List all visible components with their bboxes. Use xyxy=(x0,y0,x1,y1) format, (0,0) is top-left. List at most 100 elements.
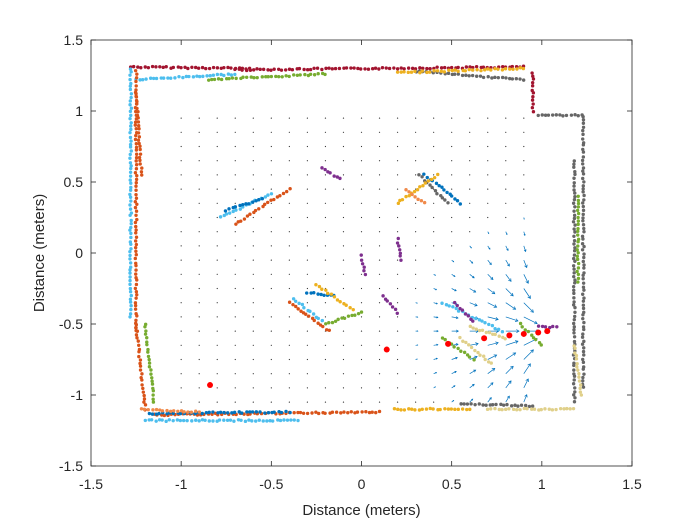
quiver-arrow xyxy=(487,302,497,308)
scan-point xyxy=(428,66,432,71)
y-axis-label: Distance (meters) xyxy=(31,194,48,312)
scan-point xyxy=(580,241,585,246)
quiver-dot xyxy=(378,245,381,247)
y-tick-label: 1.5 xyxy=(64,32,84,48)
quiver-dot xyxy=(378,231,381,233)
scan-point xyxy=(240,411,244,415)
scan-point xyxy=(513,403,517,407)
scan-point xyxy=(487,330,492,335)
scan-point xyxy=(303,72,307,77)
quiver-dot xyxy=(523,174,525,176)
scan-point xyxy=(290,68,295,72)
quiver-arrowhead xyxy=(436,343,439,346)
scan-point xyxy=(412,189,417,194)
scan-point xyxy=(400,197,405,202)
scan-point xyxy=(572,242,576,246)
scan-point xyxy=(297,301,301,306)
quiver-dot xyxy=(234,344,236,346)
scan-point xyxy=(320,166,324,170)
scan-point xyxy=(581,166,586,170)
quiver-dot xyxy=(360,216,363,219)
scan-point xyxy=(242,217,247,221)
scan-point xyxy=(134,84,138,88)
quiver-arrowhead xyxy=(510,365,514,370)
scan-point xyxy=(128,116,132,121)
quiver-dot xyxy=(396,231,399,233)
scan-point xyxy=(269,74,274,79)
quiver-dot xyxy=(198,373,200,375)
scan-point xyxy=(468,65,472,69)
scan-point xyxy=(579,393,584,397)
scan-point xyxy=(572,188,576,192)
scan-point xyxy=(581,128,585,133)
quiver-dot xyxy=(487,145,489,148)
scan-point xyxy=(154,407,159,412)
scan-point xyxy=(530,407,534,411)
scan-point xyxy=(263,195,268,199)
scan-point xyxy=(581,285,586,289)
quiver-dot xyxy=(306,401,308,403)
scan-point xyxy=(399,70,403,74)
quiver-arrow xyxy=(523,349,534,360)
scan-point xyxy=(176,65,180,69)
scan-point xyxy=(437,183,441,188)
quiver-dot xyxy=(396,145,399,148)
quiver-dot xyxy=(433,231,435,233)
quiver-arrow xyxy=(469,398,473,403)
quiver-dot xyxy=(360,387,363,389)
scan-point xyxy=(500,329,505,334)
scan-point xyxy=(292,73,296,77)
scan-point xyxy=(129,235,133,240)
scan-point xyxy=(396,201,401,206)
scan-point xyxy=(536,324,541,328)
scan-point xyxy=(575,208,580,213)
scan-point xyxy=(249,75,253,79)
quiver-dot xyxy=(433,160,435,162)
scan-point xyxy=(190,419,194,423)
scan-point xyxy=(134,148,139,152)
quiver-arrowhead xyxy=(495,317,499,321)
scan-point xyxy=(527,404,532,409)
quiver-dot xyxy=(252,188,254,190)
scan-point xyxy=(547,407,551,411)
quiver-arrowhead xyxy=(512,352,517,356)
scan-point xyxy=(245,410,249,414)
scan-point xyxy=(308,309,312,314)
scan-point xyxy=(161,76,166,80)
quiver-dot xyxy=(324,145,327,148)
scan-point xyxy=(222,65,226,70)
scan-point xyxy=(359,258,364,262)
quiver-arrowhead xyxy=(489,397,492,400)
quiver-dot xyxy=(180,259,182,261)
scan-point xyxy=(581,349,586,354)
scan-point xyxy=(129,127,133,132)
scan-point xyxy=(165,412,169,416)
quiver-dot xyxy=(342,188,345,190)
scan-point xyxy=(129,218,133,223)
quiver-dot xyxy=(306,302,308,304)
quiver-dot xyxy=(288,358,290,361)
quiver-dot xyxy=(433,131,435,133)
scan-point xyxy=(530,84,535,88)
scan-point xyxy=(581,325,586,329)
quiver-dot xyxy=(216,387,218,389)
scan-point xyxy=(149,372,153,376)
scan-point xyxy=(330,320,335,325)
scan-point xyxy=(523,403,528,408)
quiver-dot xyxy=(324,316,327,318)
scan-point xyxy=(157,418,162,422)
y-tick-label: 0.5 xyxy=(64,174,84,190)
scan-point xyxy=(136,116,140,120)
scan-point xyxy=(433,189,438,193)
scan-point xyxy=(200,418,205,422)
quiver-dot xyxy=(270,302,272,304)
scan-point xyxy=(208,74,212,78)
scan-point xyxy=(138,144,142,148)
scan-point xyxy=(452,345,456,349)
scan-point xyxy=(306,314,311,318)
scan-point xyxy=(129,221,133,226)
scan-point xyxy=(237,67,241,71)
scan-point xyxy=(135,293,139,297)
scan-point xyxy=(348,306,352,310)
